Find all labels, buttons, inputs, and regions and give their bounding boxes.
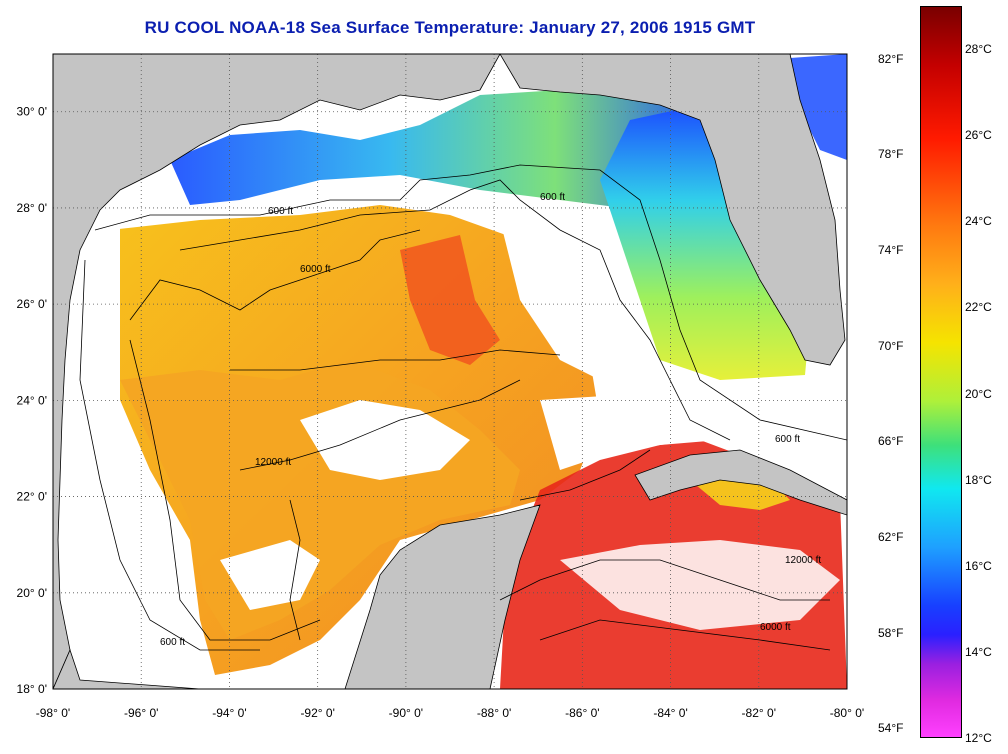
land-texas-louisiana: [53, 54, 501, 689]
longitude-tick-label: -88° 0': [477, 706, 511, 720]
cloud-cover: [60, 200, 190, 660]
latitude-tick-label: 18° 0': [17, 682, 47, 696]
longitude-tick-label: -90° 0': [389, 706, 423, 720]
colorbar-fahrenheit-label: 70°F: [878, 338, 904, 353]
longitude-tick-label: -94° 0': [212, 706, 246, 720]
colorbar-celsius-label: 18°C: [965, 472, 992, 487]
contour-label: 600 ft: [160, 637, 185, 648]
longitude-tick-label: -98° 0': [36, 706, 70, 720]
land-yucatan: [344, 504, 541, 689]
figure-title: RU COOL NOAA-18 Sea Surface Temperature:…: [144, 18, 756, 37]
longitude-tick-label: -84° 0': [653, 706, 687, 720]
colorbar-celsius-label: 16°C: [965, 558, 992, 573]
contour-label: 12000 ft: [785, 555, 821, 566]
latitude-tick-label: 26° 0': [17, 297, 47, 311]
sst-hot-loop-current: [400, 235, 500, 365]
latitude-axis-labels: 30° 0' 28° 0' 26° 0' 24° 0' 22° 0' 20° 0' 18° …: [17, 105, 47, 696]
contour-label: 12000 ft: [255, 457, 291, 468]
latitude-tick-label: 24° 0': [17, 393, 47, 407]
contour-label: 600 ft: [268, 206, 293, 217]
latitude-tick-label: 20° 0': [17, 586, 47, 600]
cloud-cover: [560, 540, 840, 630]
land-florida: [499, 54, 846, 366]
land-bahamas: [805, 240, 820, 265]
cloud-cover: [500, 210, 620, 380]
colorbar-fahrenheit-label: 62°F: [878, 530, 904, 545]
colorbar-celsius-label: 24°C: [965, 214, 992, 229]
longitude-tick-label: -96° 0': [124, 706, 158, 720]
latitude-tick-label: 28° 0': [17, 201, 47, 215]
sst-cool-north-shelf: [170, 90, 720, 210]
cloud-cover: [300, 400, 470, 480]
latitude-tick-label: 30° 0': [17, 105, 47, 119]
longitude-tick-label: -82° 0': [742, 706, 776, 720]
colorbar-fahrenheit-label: 74°F: [878, 243, 904, 257]
land-mexico: [53, 648, 201, 689]
colorbar-celsius-label: 26°C: [965, 128, 992, 143]
colorbar-fahrenheit-label: 66°F: [878, 434, 904, 449]
temperature-colorbar: [920, 6, 992, 738]
latitude-tick-label: 22° 0': [17, 490, 47, 504]
colorbar-fahrenheit-label: 82°F: [878, 51, 904, 66]
land-cuba: [634, 449, 847, 516]
colorbar-celsius-label: 20°C: [965, 386, 992, 401]
contour-label: 600 ft: [775, 434, 800, 445]
map-gridlines: [53, 54, 847, 689]
longitude-tick-label: -86° 0': [565, 706, 599, 720]
colorbar-gradient: [920, 6, 962, 738]
contour-label: 600 ft: [540, 192, 565, 203]
sst-cool-florida-shelf: [600, 105, 810, 380]
sst-cool-atlantic: [790, 54, 847, 160]
contour-label: 6000 ft: [300, 264, 331, 275]
contour-label: 6000 ft: [760, 622, 791, 633]
cloud-cover: [540, 395, 847, 470]
colorbar-fahrenheit-label: 58°F: [878, 625, 904, 640]
colorbar-celsius-label: 28°C: [965, 42, 992, 57]
colorbar-celsius-label: 22°C: [965, 300, 992, 315]
longitude-tick-label: -80° 0': [830, 706, 864, 720]
colorbar-celsius-label: 12°C: [965, 731, 992, 745]
colorbar-celsius-label: 14°C: [965, 644, 992, 659]
colorbar-fahrenheit-label: 54°F: [878, 721, 904, 736]
longitude-axis-labels: -98° 0' -96° 0' -94° 0' -92° 0' -90° 0' -88° …: [36, 706, 864, 720]
map-frame: [52, 53, 848, 690]
bathymetry-contours: [79, 164, 847, 651]
colorbar-fahrenheit-label: 78°F: [878, 147, 904, 162]
longitude-tick-label: -92° 0': [300, 706, 334, 720]
